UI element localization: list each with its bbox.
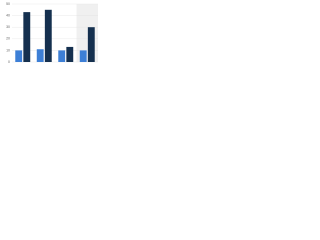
- bar: [66, 46, 74, 62]
- bar: [23, 12, 31, 63]
- y-tick-label: 50: [6, 2, 10, 6]
- bar: [58, 50, 66, 62]
- y-tick-label: 10: [6, 48, 10, 52]
- chart: 0 10 20 30 40 50: [6, 2, 98, 64]
- y-tick-label: 30: [6, 25, 10, 29]
- bar: [87, 27, 95, 62]
- bar: [36, 49, 44, 62]
- y-tick-label: 20: [6, 37, 10, 41]
- bar: [79, 50, 87, 62]
- bar: [44, 9, 52, 63]
- bar: [15, 50, 23, 62]
- y-tick-label: 40: [6, 14, 10, 18]
- y-tick-label: 0: [8, 60, 10, 64]
- highlight-band: [76, 4, 98, 62]
